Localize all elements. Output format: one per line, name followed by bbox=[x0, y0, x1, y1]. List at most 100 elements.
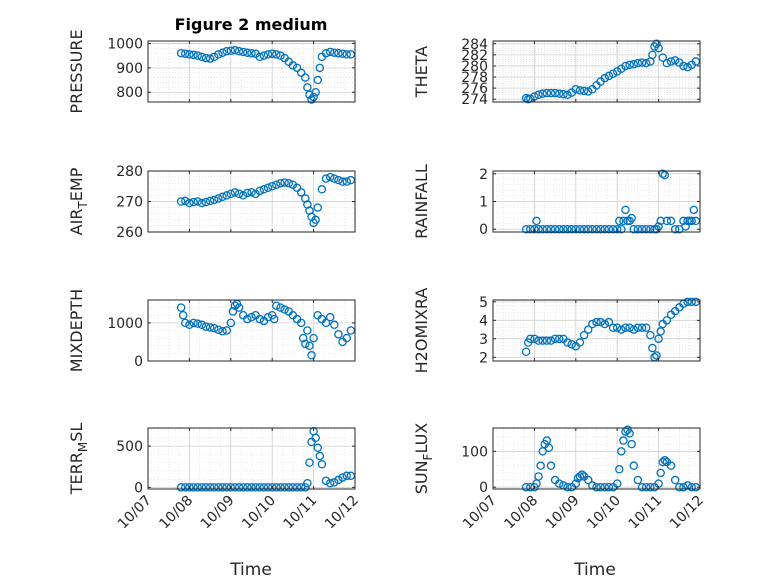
y-label-main: TERR bbox=[67, 452, 86, 495]
data-point bbox=[276, 303, 285, 312]
data-point bbox=[670, 224, 680, 234]
data-point bbox=[234, 303, 244, 312]
data-point bbox=[608, 224, 618, 234]
data-point bbox=[311, 87, 320, 97]
y-tick-label: 0 bbox=[479, 222, 488, 238]
data-point bbox=[600, 224, 610, 234]
data-point bbox=[637, 323, 647, 332]
data-point bbox=[675, 482, 684, 492]
y-label-subscript: F bbox=[421, 453, 435, 460]
data-point bbox=[633, 323, 643, 332]
data-point bbox=[679, 482, 688, 492]
data-point bbox=[583, 87, 593, 96]
data-point bbox=[247, 48, 256, 58]
data-point bbox=[559, 224, 568, 234]
data-point bbox=[546, 224, 556, 234]
data-point bbox=[205, 54, 215, 63]
data-point bbox=[534, 90, 543, 100]
data-point bbox=[292, 483, 302, 492]
data-point bbox=[346, 326, 356, 335]
data-point bbox=[592, 224, 601, 234]
data-point bbox=[654, 43, 663, 53]
data-point bbox=[583, 325, 593, 334]
data-point bbox=[263, 50, 273, 59]
data-point bbox=[226, 46, 236, 56]
data-point bbox=[588, 319, 597, 329]
data-point bbox=[228, 307, 238, 316]
data-point bbox=[689, 205, 699, 215]
data-point bbox=[280, 178, 289, 187]
data-point bbox=[193, 51, 202, 60]
data-point bbox=[554, 89, 564, 98]
subplot-5: 2 3 4 5 H2OMIXRA bbox=[412, 288, 701, 374]
data-point bbox=[338, 473, 347, 482]
data-point bbox=[189, 50, 198, 60]
data-point bbox=[559, 89, 568, 99]
x-axis-label-right: Time bbox=[573, 560, 616, 580]
data-point bbox=[542, 88, 552, 98]
data-point bbox=[176, 48, 186, 58]
data-point bbox=[303, 326, 312, 335]
axes-box bbox=[492, 427, 701, 490]
data-point bbox=[637, 58, 647, 67]
subplot-6: 0 500 10/07 10/08 10/09 10/10 10/11 10/12 TERRMS… bbox=[67, 423, 362, 533]
data-point bbox=[679, 216, 688, 226]
y-label-main: MIXDEPTH bbox=[67, 289, 86, 372]
data-point bbox=[263, 183, 273, 193]
data-point bbox=[267, 181, 277, 191]
data-point bbox=[189, 483, 198, 492]
x-tick-label: 10/09 bbox=[198, 493, 238, 533]
data-point bbox=[185, 483, 194, 492]
data-point bbox=[641, 323, 651, 332]
data-point bbox=[554, 479, 564, 488]
data-point bbox=[218, 192, 227, 202]
data-point bbox=[288, 483, 298, 492]
data-point bbox=[280, 305, 289, 314]
axes-box bbox=[147, 299, 356, 362]
data-point bbox=[662, 316, 672, 325]
y-label-subscript: M bbox=[76, 442, 90, 452]
data-point bbox=[247, 188, 256, 197]
axes-box bbox=[492, 40, 701, 103]
data-point bbox=[621, 205, 630, 215]
data-point bbox=[617, 447, 626, 456]
data-point bbox=[542, 336, 552, 345]
data-point bbox=[214, 483, 223, 492]
data-point bbox=[296, 483, 306, 492]
data-point bbox=[342, 471, 351, 481]
data-point bbox=[526, 334, 535, 344]
data-point bbox=[563, 338, 572, 347]
data-point bbox=[330, 478, 339, 487]
data-point bbox=[234, 46, 244, 56]
y-label-rest: SL bbox=[67, 423, 86, 442]
data-point bbox=[596, 482, 605, 492]
data-point bbox=[201, 197, 211, 207]
data-point bbox=[592, 317, 601, 327]
y-label-main: RAINFALL bbox=[412, 164, 431, 239]
data-point bbox=[538, 89, 547, 98]
data-point bbox=[189, 318, 198, 328]
data-point bbox=[267, 483, 277, 492]
y-tick-label: 0 bbox=[479, 480, 488, 496]
x-tick-label: 10/09 bbox=[543, 493, 583, 533]
data-point bbox=[550, 224, 560, 234]
data-point bbox=[588, 224, 597, 234]
data-point bbox=[681, 222, 690, 231]
data-point bbox=[646, 224, 655, 234]
data-point bbox=[176, 483, 186, 492]
y-tick-label: 1000 bbox=[107, 316, 143, 332]
y-tick-label: 5 bbox=[479, 295, 488, 311]
data-point bbox=[600, 73, 610, 83]
data-point bbox=[272, 483, 281, 492]
data-point bbox=[629, 60, 639, 69]
axes-box bbox=[492, 299, 701, 362]
data-point bbox=[259, 185, 269, 194]
data-point bbox=[325, 47, 335, 57]
data-point bbox=[662, 216, 672, 226]
data-point bbox=[226, 318, 236, 328]
data-point bbox=[209, 483, 219, 492]
data-point bbox=[633, 475, 643, 485]
y-tick-label: 1 bbox=[479, 195, 488, 211]
y-axis-label: H2OMIXRA bbox=[412, 288, 431, 374]
